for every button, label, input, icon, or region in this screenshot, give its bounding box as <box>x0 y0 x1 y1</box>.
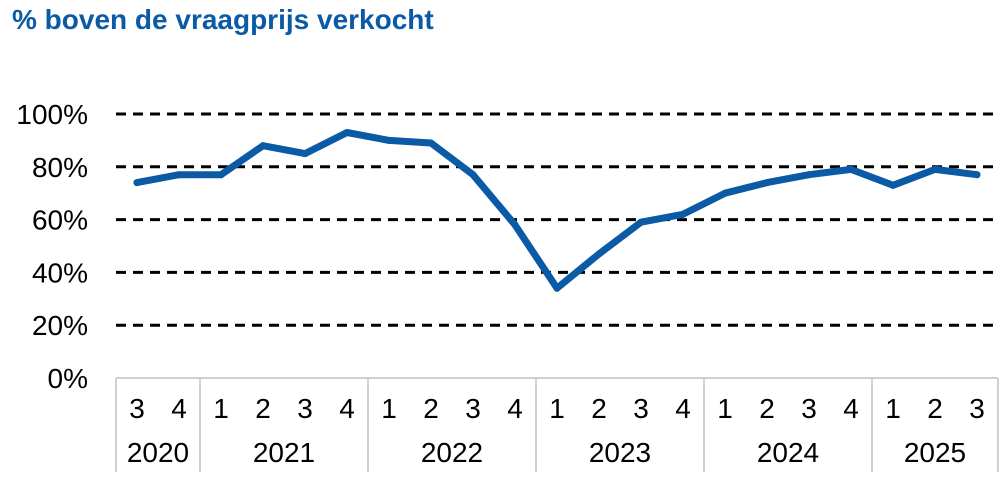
data-point <box>469 171 477 179</box>
y-tick-label: 40% <box>32 257 88 288</box>
x-year-label: 2020 <box>127 437 189 468</box>
x-tick-label: 1 <box>885 393 901 424</box>
data-point <box>343 128 351 136</box>
data-point <box>637 218 645 226</box>
x-tick-label: 3 <box>801 393 817 424</box>
x-tick-label: 2 <box>423 393 439 424</box>
data-point <box>385 136 393 144</box>
y-tick-label: 100% <box>16 99 88 130</box>
x-tick-label: 3 <box>129 393 145 424</box>
x-tick-label: 3 <box>969 393 985 424</box>
data-point <box>973 171 981 179</box>
x-tick-label: 4 <box>675 393 691 424</box>
x-tick-label: 3 <box>465 393 481 424</box>
x-tick-label: 4 <box>339 393 355 424</box>
data-point <box>763 179 771 187</box>
data-point <box>301 150 309 158</box>
data-point <box>133 179 141 187</box>
x-tick-label: 1 <box>381 393 397 424</box>
x-tick-label: 2 <box>927 393 943 424</box>
x-tick-label: 2 <box>591 393 607 424</box>
gridlines <box>116 112 998 327</box>
x-tick-label: 2 <box>255 393 271 424</box>
data-point <box>847 165 855 173</box>
x-tick-label: 1 <box>717 393 733 424</box>
data-point <box>553 284 561 292</box>
x-year-label: 2022 <box>421 437 483 468</box>
series-layer <box>133 128 981 292</box>
y-tick-label: 20% <box>32 310 88 341</box>
y-tick-label: 0% <box>48 363 88 394</box>
series-line <box>133 129 981 292</box>
data-point <box>931 165 939 173</box>
data-point <box>679 210 687 218</box>
x-axis <box>115 377 999 472</box>
x-tick-label: 4 <box>171 393 187 424</box>
x-tick-label: 4 <box>843 393 859 424</box>
x-tick-label: 2 <box>759 393 775 424</box>
x-tick-label: 3 <box>297 393 313 424</box>
x-year-label: 2025 <box>904 437 966 468</box>
x-year-label: 2023 <box>589 437 651 468</box>
y-tick-label: 80% <box>32 152 88 183</box>
x-tick-label: 3 <box>633 393 649 424</box>
data-point <box>721 189 729 197</box>
data-point <box>805 171 813 179</box>
data-point <box>427 139 435 147</box>
x-tick-label: 4 <box>507 393 523 424</box>
x-tick-label: 1 <box>549 393 565 424</box>
data-point <box>511 221 519 229</box>
data-point <box>595 250 603 258</box>
data-point <box>175 171 183 179</box>
data-point <box>217 171 225 179</box>
chart-title: % boven de vraagprijs verkocht <box>12 4 434 35</box>
y-axis-labels: 0% 20% 40% 60% 80% 100% <box>16 99 88 394</box>
x-tick-label: 1 <box>213 393 229 424</box>
x-year-label: 2021 <box>253 437 315 468</box>
y-tick-label: 60% <box>32 205 88 236</box>
data-point <box>889 181 897 189</box>
x-year-label: 2024 <box>757 437 819 468</box>
data-point <box>259 142 267 150</box>
